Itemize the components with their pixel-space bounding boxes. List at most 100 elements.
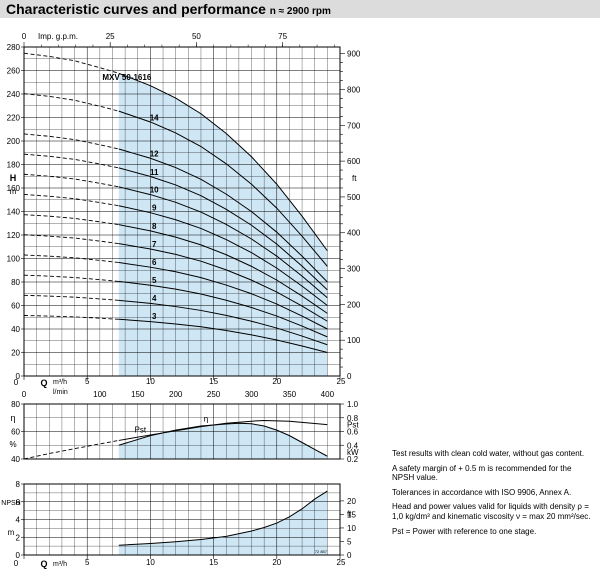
pst-axis-label: Pst — [347, 421, 359, 430]
npsh-q-label: 0 — [14, 559, 19, 568]
head-curve-dashed-10 — [23, 173, 119, 188]
npsh-ft-label: 20 — [347, 497, 356, 506]
ft-tick-label: 700 — [347, 121, 361, 130]
npsh-ft-axis-label: ft — [347, 509, 352, 518]
npsh-axis-unit: m — [8, 528, 15, 537]
model-label: MXV 50-1616 — [102, 73, 151, 82]
head-curve-4 — [118, 299, 328, 346]
head-curve-8 — [118, 224, 328, 314]
head-ytick-label: 20 — [11, 349, 20, 358]
head-axis-unit: m — [10, 187, 17, 196]
ft-tick-label: 0 — [347, 372, 352, 381]
pst-axis-unit: kW — [347, 448, 359, 457]
npsh-ytick-label: 8 — [16, 480, 21, 489]
head-ytick-label: 200 — [7, 137, 21, 146]
head-ytick-label: 0 — [16, 372, 21, 381]
npsh-ft-label: 10 — [347, 524, 356, 533]
note-npsh: A safety margin of + 0.5 m is recommende… — [392, 463, 572, 483]
pst-ytick-label: 0.4 — [347, 441, 359, 450]
stage-label-4: 4 — [152, 294, 157, 303]
head-axis-label: H — [10, 173, 17, 183]
q-tick-label: 15 — [209, 377, 218, 386]
head-curve-3 — [118, 318, 328, 353]
notes-block: Test results with clean cold water, with… — [392, 449, 592, 541]
npsh-ft-label: 0 — [347, 551, 352, 560]
stage-label-8: 8 — [152, 222, 157, 231]
eta-ytick-label: 60 — [11, 428, 20, 437]
head-curve-dashed-6 — [23, 254, 119, 263]
lpm-tick-label: 200 — [169, 390, 183, 399]
note-gas: Test results with clean cold water, with… — [392, 449, 585, 458]
head-curve-dashed-12 — [23, 133, 119, 150]
gpm-tick-label: 75 — [278, 32, 287, 41]
lpm-tick-label: 150 — [131, 390, 145, 399]
head-ytick-label: 80 — [11, 278, 20, 287]
head-curve-16 — [118, 72, 328, 252]
head-curve-9 — [118, 205, 328, 306]
ft-tick-label: 500 — [347, 193, 361, 202]
stage-label-5: 5 — [152, 276, 157, 285]
q-tick-label: 20 — [272, 377, 281, 386]
npsh-ft-label: 5 — [347, 537, 352, 546]
stage-label-3: 3 — [152, 312, 157, 321]
head-ytick-label: 140 — [7, 208, 21, 217]
stage-label-7: 7 — [152, 240, 157, 249]
axis-ticks — [21, 42, 345, 559]
pst-curve-label: Pst — [135, 426, 147, 435]
note-pst: Pst = Power with reference to one stage. — [392, 526, 537, 536]
title-bar: Characteristic curves and performance n … — [0, 0, 600, 18]
npsh-axis-label: NPSH — [1, 500, 20, 507]
q-axis-label: Q — [40, 378, 47, 388]
eta-ytick-label: 40 — [11, 455, 20, 464]
head-curve-11 — [118, 167, 328, 291]
eta-ytick-label: 80 — [11, 400, 20, 409]
npsh-curve — [118, 490, 328, 546]
npsh-ytick-label: 2 — [16, 533, 21, 542]
q-tick-label: 25 — [337, 377, 346, 386]
stage-label-12: 12 — [150, 150, 159, 159]
pst-ytick-label: 1.0 — [347, 400, 359, 409]
chart-title: Characteristic curves and performance n … — [6, 1, 331, 17]
npsh-fill — [118, 491, 328, 555]
lpm-axis-label: l/min — [53, 389, 68, 396]
title-main: Characteristic curves and performance — [6, 1, 266, 17]
lpm-tick-label: 400 — [321, 390, 335, 399]
pst-ytick-label: 0.6 — [347, 428, 359, 437]
head-ytick-label: 100 — [7, 255, 21, 264]
head-curve-14 — [118, 110, 328, 267]
head-ytick-label: 40 — [11, 325, 20, 334]
stage-label-14: 14 — [150, 114, 159, 123]
head-curve-dashed-7 — [23, 234, 119, 245]
npsh-q-label: 25 — [337, 558, 346, 567]
head-ytick-label: 120 — [7, 231, 21, 240]
head-curve-5 — [118, 280, 328, 338]
npsh-ytick-label: 6 — [16, 498, 21, 507]
lpm-tick-label: 100 — [93, 390, 107, 399]
npsh-q-axis-label: Q — [40, 559, 47, 569]
note-iso: Tolerances in accordance with ISO 9906, … — [392, 487, 572, 497]
pst-ytick-label: 0.8 — [347, 414, 359, 423]
head-operating-fill — [118, 73, 328, 376]
head-ytick-label: 280 — [7, 43, 21, 52]
q-tick-label: 5 — [85, 377, 90, 386]
head-curve-dashed-8 — [23, 214, 119, 226]
npsh-q-label: 5 — [85, 558, 90, 567]
ft-tick-label: 300 — [347, 265, 361, 274]
q-axis-unit: m³/h — [53, 379, 67, 386]
head-curve-dashed-4 — [23, 294, 119, 301]
gpm-tick-label: 25 — [106, 32, 115, 41]
eta-axis-unit: % — [9, 440, 16, 449]
head-curve-7 — [118, 243, 328, 322]
head-ytick-label: 60 — [11, 302, 20, 311]
npsh-q-axis-unit: m³/h — [53, 561, 67, 568]
npsh-q-label: 10 — [146, 558, 155, 567]
q-tick-label: 0 — [14, 378, 19, 387]
operating-range-fills — [118, 73, 328, 555]
ft-tick-label: 600 — [347, 157, 361, 166]
eta-curve-label: η — [204, 415, 208, 424]
q-tick-label: 10 — [146, 377, 155, 386]
data-curves — [23, 52, 328, 546]
head-curve-dashed-11 — [23, 153, 119, 169]
ft-axis-label: ft — [352, 174, 357, 183]
